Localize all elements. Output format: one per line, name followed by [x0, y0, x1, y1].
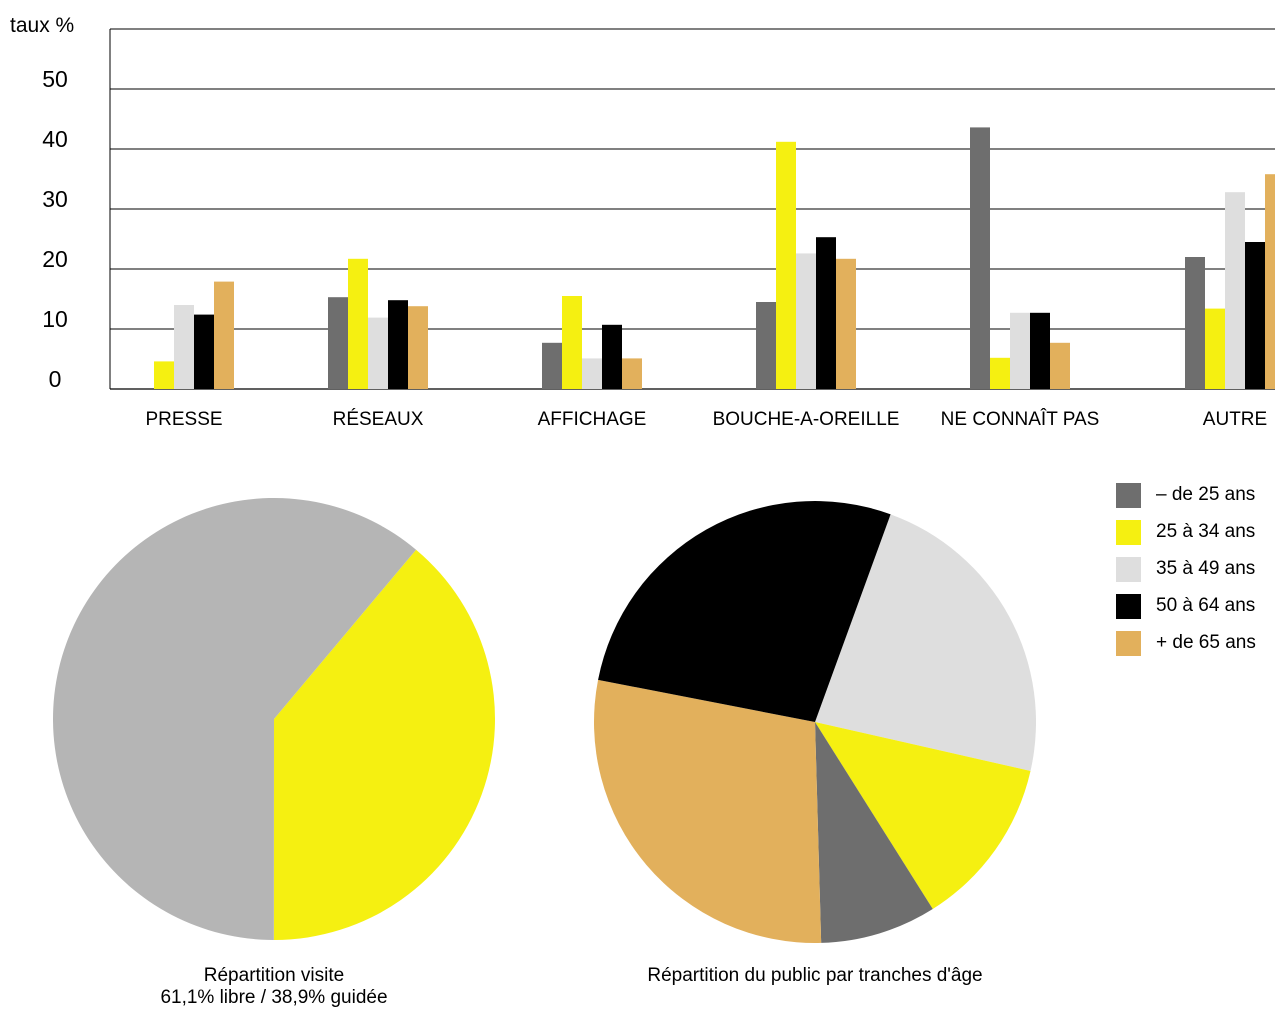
- pie-repartition-visite: [53, 498, 496, 940]
- bar: [622, 358, 642, 389]
- bar: [756, 302, 776, 389]
- legend-swatch: [1116, 519, 1141, 545]
- legend-label: 35 à 49 ans: [1156, 558, 1256, 579]
- bar: [542, 342, 562, 389]
- bar: [836, 258, 856, 389]
- pie-age-caption: Répartition du public par tranches d'âge: [575, 965, 1055, 987]
- bar: [214, 281, 234, 389]
- legend-swatch: [1116, 630, 1141, 656]
- x-tick-label: AFFICHAGE: [538, 409, 647, 430]
- legend-label: 25 à 34 ans: [1156, 521, 1256, 542]
- pie-slice: [598, 501, 891, 722]
- y-axis-ticks: 0 10 20 30 40 50: [42, 66, 68, 392]
- y-tick-label: 40: [42, 126, 68, 152]
- y-axis-title: taux %: [10, 14, 74, 37]
- pie-slice: [815, 514, 1036, 771]
- x-tick-label: NE CONNAÎT PAS: [941, 408, 1100, 430]
- bar: [154, 361, 174, 389]
- bar: [776, 141, 796, 389]
- legend-item: – de 25 ans: [1116, 482, 1256, 508]
- x-axis-ticks: PRESSE RÉSEAUX AFFICHAGE BOUCHE-A-OREILLE NE…: [145, 408, 1267, 430]
- bar: [816, 237, 836, 389]
- pie-slice: [53, 498, 417, 940]
- y-tick-label: 50: [42, 66, 68, 92]
- y-tick-label: 0: [49, 366, 62, 392]
- bar: [348, 258, 368, 389]
- bar: [990, 357, 1010, 389]
- bar: [970, 127, 990, 390]
- pie-slice: [273, 549, 496, 940]
- legend-swatch: [1116, 556, 1141, 582]
- bar: [368, 317, 388, 389]
- grid-lines: [109, 28, 1275, 390]
- legend-label: 50 à 64 ans: [1156, 595, 1256, 616]
- bar: [388, 300, 408, 389]
- legend-item: 50 à 64 ans: [1116, 593, 1256, 619]
- x-tick-label: RÉSEAUX: [333, 409, 424, 430]
- bar: [602, 324, 622, 389]
- bar: [328, 297, 348, 389]
- x-tick-label: PRESSE: [145, 409, 222, 430]
- bar: [1185, 257, 1205, 389]
- pie-visite-title: Répartition visite: [203, 965, 345, 986]
- x-tick-label: AUTRE: [1203, 409, 1267, 430]
- y-tick-label: 20: [42, 246, 68, 272]
- x-tick-label: BOUCHE-A-OREILLE: [713, 409, 900, 430]
- bar: [174, 305, 194, 389]
- bar: [408, 306, 428, 389]
- bar: [582, 358, 602, 389]
- legend-item: + de 65 ans: [1116, 630, 1256, 656]
- bar: [796, 253, 816, 389]
- pie-slice: [594, 679, 822, 943]
- legend-item: 25 à 34 ans: [1116, 519, 1256, 545]
- bar: [562, 296, 582, 389]
- bar: [1205, 308, 1225, 389]
- pie-visite-subtitle: 61,1% libre / 38,9% guidée: [160, 987, 388, 1008]
- pie-slice: [815, 722, 933, 943]
- legend-swatch: [1116, 482, 1141, 508]
- legend-label: – de 25 ans: [1156, 484, 1256, 505]
- y-tick-label: 10: [42, 306, 68, 332]
- pie-repartition-age: [594, 501, 1036, 943]
- bars: [154, 127, 1275, 390]
- bar: [1010, 312, 1030, 389]
- bar: [1030, 312, 1050, 389]
- legend: – de 25 ans 25 à 34 ans 35 à 49 ans 50 à…: [1116, 482, 1256, 667]
- legend-item: 35 à 49 ans: [1116, 556, 1256, 582]
- y-tick-label: 30: [42, 186, 68, 212]
- bar-chart: taux % 0 10 20 30 40 50 PRESSE RÉSEAUX AFFICHAG…: [10, 14, 1275, 430]
- legend-label: + de 65 ans: [1156, 632, 1256, 653]
- bar: [194, 314, 214, 389]
- bar: [1265, 174, 1275, 389]
- bar: [1225, 192, 1245, 389]
- bar: [1050, 342, 1070, 389]
- pie-slice: [815, 722, 1031, 910]
- legend-swatch: [1116, 593, 1141, 619]
- bar: [1245, 242, 1265, 389]
- pie-age-title: Répartition du public par tranches d'âge: [647, 965, 983, 986]
- pie-visite-caption: Répartition visite 61,1% libre / 38,9% g…: [114, 965, 434, 1009]
